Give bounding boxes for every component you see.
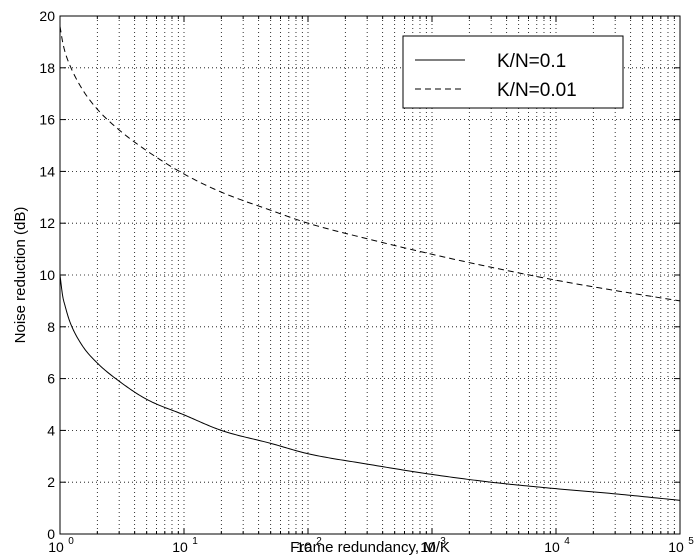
legend-box	[402, 35, 624, 109]
axis-ticks	[59, 15, 680, 535]
x-tick-label: 10	[544, 539, 560, 555]
y-tick-label: 6	[47, 371, 55, 387]
legend-entry-1: K/N=0.1	[497, 51, 566, 72]
data-series	[59, 26, 681, 501]
legend-entry-2: K/N=0.01	[497, 80, 577, 101]
y-tick-label: 20	[39, 8, 55, 24]
x-tick-exponent: 4	[564, 536, 570, 547]
x-tick-label: 10	[172, 539, 188, 555]
series-line	[59, 26, 681, 302]
y-tick-label: 18	[39, 60, 55, 76]
x-tick-exponent: 0	[68, 536, 74, 547]
y-tick-label: 8	[47, 319, 55, 335]
x-tick-label: 10	[420, 539, 436, 555]
y-tick-label: 4	[47, 422, 55, 438]
y-tick-label: 12	[39, 215, 55, 231]
x-tick-label: 10	[48, 539, 64, 555]
x-axis-label: Frame redundancy, M/K	[290, 539, 450, 556]
x-tick-label: 10	[296, 539, 312, 555]
y-tick-label: 2	[47, 474, 55, 490]
x-tick-exponent: 1	[192, 536, 198, 547]
x-tick-exponent: 2	[316, 536, 322, 547]
legend: K/N=0.1 K/N=0.01	[402, 35, 624, 109]
y-tick-label: 0	[47, 526, 55, 542]
y-tick-label: 10	[39, 267, 55, 283]
y-tick-label: 16	[39, 112, 55, 128]
x-tick-exponent: 5	[688, 536, 694, 547]
x-tick-exponent: 3	[440, 536, 446, 547]
series-line	[59, 274, 681, 501]
y-axis-label: Noise reduction (dB)	[12, 207, 29, 344]
y-tick-label: 14	[39, 163, 55, 179]
x-tick-label: 10	[668, 539, 684, 555]
